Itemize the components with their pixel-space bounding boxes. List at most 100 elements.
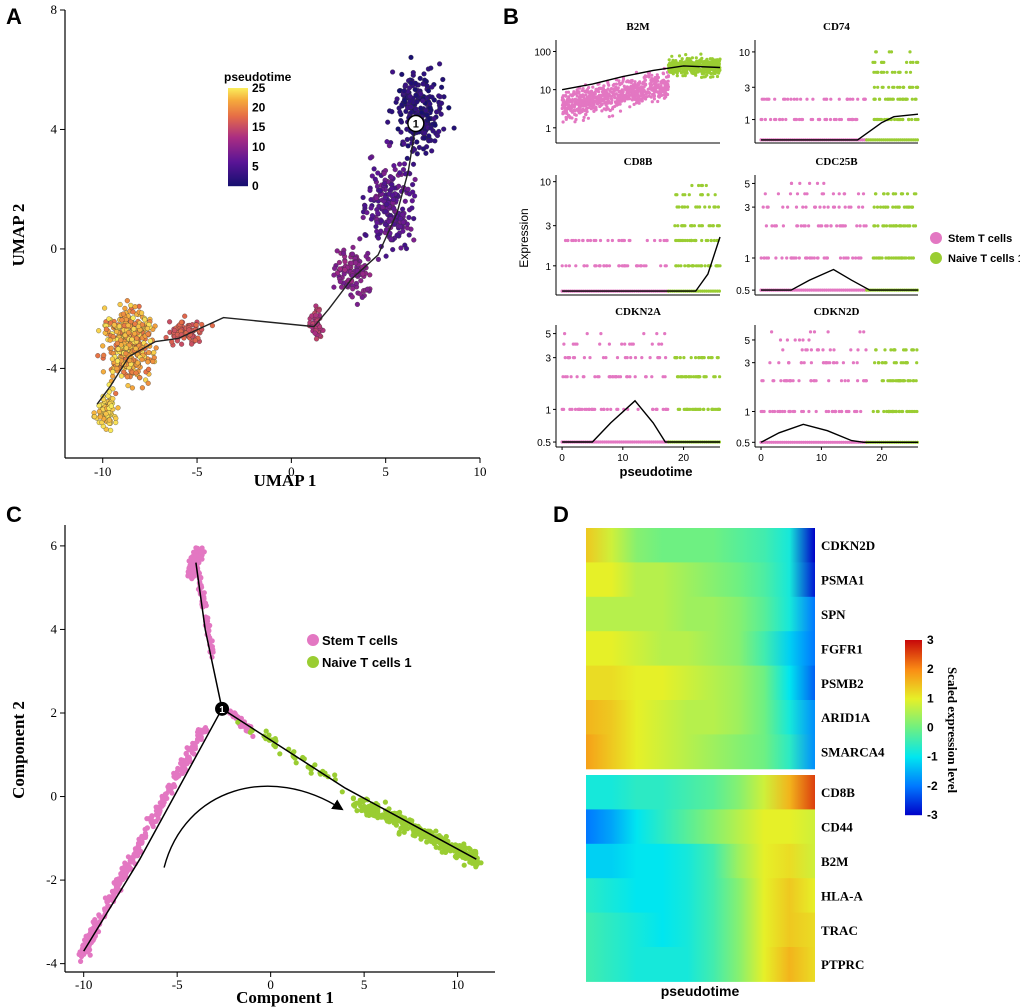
- naive-point: [704, 183, 708, 188]
- umap-cell-point: [139, 357, 145, 363]
- facet-y-tick-label: 5: [744, 179, 750, 190]
- stem-point: [761, 205, 765, 209]
- colorbar-band: [228, 97, 248, 99]
- stem-point: [818, 205, 822, 209]
- stem-point: [666, 87, 670, 92]
- stem-point: [565, 111, 569, 115]
- naive-point: [711, 407, 715, 411]
- umap-cell-point: [381, 170, 387, 177]
- umap-cell-point: [336, 259, 342, 266]
- stem-cell-point: [104, 898, 110, 904]
- stem-point: [653, 238, 657, 243]
- colorbar-band: [228, 153, 248, 155]
- naive-point: [892, 85, 896, 89]
- naive-point: [680, 61, 685, 65]
- naive-point: [706, 238, 710, 243]
- umap-cell-point: [401, 161, 408, 167]
- naive-point: [706, 193, 710, 197]
- stem-point: [636, 90, 640, 94]
- stem-point: [564, 90, 569, 94]
- stem-point: [808, 181, 812, 185]
- naive-cell-point: [461, 862, 467, 868]
- stem-point: [593, 375, 597, 379]
- stem-point: [610, 98, 614, 102]
- umap-cell-point: [116, 323, 122, 329]
- facet-x-tick-label: 0: [559, 453, 565, 464]
- naive-point: [680, 224, 684, 228]
- stem-point: [861, 205, 865, 209]
- naive-point: [708, 71, 712, 75]
- umap-cell-point: [411, 216, 417, 222]
- facet-y-tick-label: 5: [545, 330, 551, 341]
- stem-point: [771, 379, 775, 383]
- umap-cell-point: [373, 195, 380, 201]
- stem-point: [630, 85, 634, 89]
- umap-cell-point: [428, 125, 434, 131]
- stem-point: [858, 256, 862, 260]
- umap-cell-point: [108, 403, 114, 409]
- umap-cell-point: [342, 267, 348, 273]
- umap-points: [91, 54, 457, 433]
- naive-point: [700, 193, 704, 197]
- colorbar-band: [228, 136, 248, 138]
- c-x-tick-label: 5: [361, 977, 368, 992]
- naive-point: [667, 63, 671, 67]
- colorbar-band: [228, 161, 248, 163]
- stem-point: [610, 238, 615, 243]
- c-legend-naive-swatch: [307, 656, 319, 668]
- umap-cell-point: [360, 214, 366, 221]
- stem-point: [574, 264, 578, 268]
- stem-point: [589, 89, 594, 93]
- umap-cell-point: [426, 138, 432, 144]
- stem-point: [801, 205, 805, 209]
- stem-point: [854, 409, 858, 414]
- umap-cell-point: [409, 205, 415, 211]
- naive-cell-point: [354, 808, 360, 814]
- umap-cell-point: [145, 359, 151, 365]
- naive-cell-point: [350, 795, 356, 801]
- umap-cell-point: [108, 427, 114, 433]
- stem-point: [861, 192, 866, 196]
- stem-point: [842, 192, 846, 196]
- stem-point: [631, 91, 635, 95]
- naive-cell-point: [293, 760, 299, 766]
- stem-point: [797, 256, 801, 260]
- umap-cell-point: [406, 232, 412, 238]
- stem-point: [798, 181, 802, 185]
- stem-point: [795, 224, 800, 228]
- umap-cell-point: [103, 411, 109, 417]
- umap-cell-point: [404, 136, 410, 143]
- stem-point: [625, 80, 629, 84]
- stem-cell-point: [187, 571, 193, 577]
- umap-cell-point: [110, 386, 116, 392]
- facet-title: CDKN2A: [615, 306, 661, 318]
- naive-point: [875, 117, 879, 122]
- stem-point: [581, 102, 585, 106]
- colorbar-band: [228, 124, 248, 126]
- colorbar-band: [228, 147, 248, 149]
- stem-point: [627, 94, 631, 98]
- stem-point: [628, 105, 632, 109]
- naive-cell-point: [361, 803, 367, 809]
- umap-cell-point: [113, 390, 119, 397]
- umap-cell-point: [150, 358, 156, 365]
- stem-point: [762, 256, 766, 260]
- naive-point: [673, 224, 677, 228]
- umap-cell-point: [401, 97, 408, 103]
- naive-point: [707, 67, 711, 71]
- naive-point: [891, 224, 895, 228]
- stem-cell-point: [115, 876, 121, 882]
- naive-cell-point: [384, 816, 390, 822]
- naive-point: [682, 356, 686, 360]
- colorbar-band: [228, 122, 248, 124]
- stem-point: [567, 264, 572, 268]
- colorbar-band: [228, 108, 248, 110]
- umap-cell-point: [437, 61, 443, 67]
- colorbar-band: [228, 162, 248, 164]
- naive-point: [905, 60, 909, 64]
- stem-point: [799, 224, 803, 228]
- stem-point: [654, 86, 658, 90]
- naive-point: [709, 60, 713, 64]
- naive-point: [703, 264, 707, 268]
- stem-point: [625, 375, 629, 379]
